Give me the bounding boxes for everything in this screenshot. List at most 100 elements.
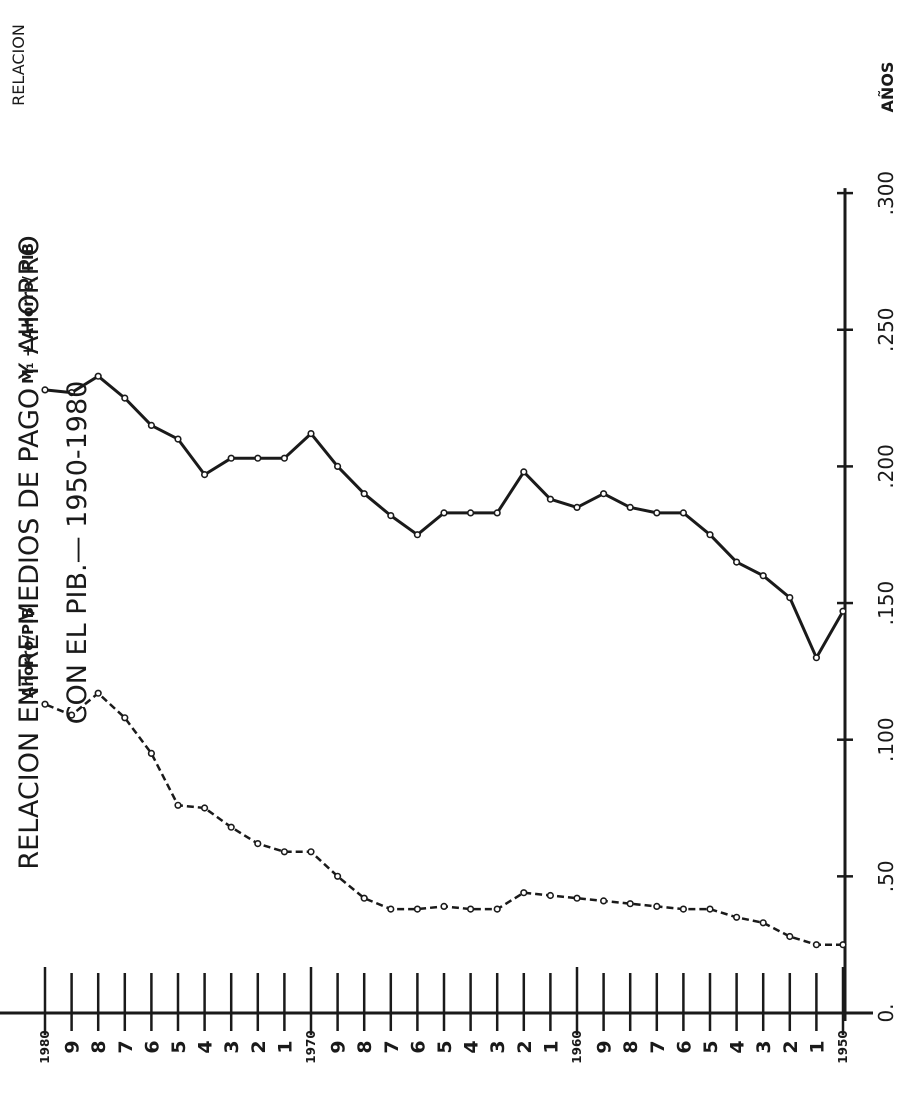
x-tick-label: 1960 — [570, 1030, 584, 1063]
x-tick-label: 3 — [753, 1040, 775, 1053]
y-tick-label: .150 — [874, 581, 898, 626]
data-point — [67, 388, 76, 397]
data-point — [334, 872, 342, 880]
data-point — [387, 511, 395, 520]
data-point — [706, 531, 714, 539]
data-point — [599, 490, 608, 498]
x-tick-label: 7 — [381, 1040, 403, 1053]
data-point — [147, 421, 155, 430]
data-point — [307, 848, 315, 856]
data-point — [280, 454, 289, 462]
data-point — [94, 689, 102, 697]
data-point — [360, 490, 368, 498]
data-point — [759, 572, 767, 580]
x-tick-label: 8 — [88, 1040, 110, 1053]
x-tick-label: 5 — [700, 1040, 722, 1053]
y-tick-label: .250 — [874, 307, 898, 352]
x-tick-label: 7 — [115, 1040, 137, 1053]
x-tick-label: 9 — [594, 1040, 616, 1053]
data-point — [147, 749, 155, 757]
data-point — [201, 804, 209, 812]
x-tick-label: 1 — [806, 1040, 828, 1053]
data-point — [67, 711, 76, 719]
x-tick-label: 7 — [647, 1040, 669, 1053]
x-axis-label: AÑOS — [878, 62, 897, 113]
x-tick-label: 1 — [274, 1040, 296, 1053]
data-point — [759, 919, 767, 927]
data-point — [679, 905, 688, 913]
data-point — [174, 801, 182, 809]
data-point — [440, 509, 448, 517]
data-point — [626, 503, 634, 512]
data-point — [467, 905, 475, 913]
data-point — [732, 558, 741, 566]
plot-area: 0..50.100.150.200.250.300 19501234567891… — [0, 24, 898, 1064]
series-label-ahorro: Ahorro/PIB — [19, 607, 37, 698]
x-tick-label: 4 — [461, 1040, 483, 1053]
x-tick-label: 2 — [780, 1040, 802, 1053]
x-tick-label: 1970 — [304, 1030, 318, 1063]
data-point — [546, 891, 555, 900]
data-point — [360, 894, 368, 902]
x-tick-label: 6 — [673, 1040, 695, 1053]
chart-title-line-1: RELACION ENTRE MEDIOS DE PAGO Y AHORRO — [14, 235, 45, 869]
data-point — [493, 905, 501, 913]
x-tick-label: 8 — [354, 1040, 376, 1053]
data-point — [121, 714, 129, 722]
data-point — [41, 386, 49, 394]
x-tick-label: 1950 — [836, 1030, 850, 1063]
x-tick-label: 4 — [727, 1040, 749, 1053]
data-point — [653, 902, 661, 910]
data-point — [121, 394, 129, 402]
x-tick-label: 8 — [620, 1040, 642, 1053]
x-tick-label: 6 — [141, 1040, 163, 1053]
y-tick-label: 0. — [874, 1003, 898, 1022]
data-point — [786, 593, 794, 602]
x-tick-label: 2 — [514, 1040, 536, 1053]
x-tick-label: 1980 — [38, 1030, 52, 1063]
data-point — [280, 848, 289, 856]
y-tick-label: .100 — [874, 717, 898, 762]
data-point — [546, 495, 555, 503]
x-tick-label: 3 — [221, 1040, 243, 1053]
data-point — [706, 905, 714, 913]
data-point — [626, 900, 634, 908]
x-ticks: 1950123456789196012345678919701234567891… — [38, 967, 850, 1064]
data-point — [227, 454, 235, 462]
data-point — [227, 823, 235, 831]
data-point — [41, 700, 49, 708]
data-point — [94, 372, 102, 380]
data-point — [812, 941, 821, 949]
series-line-1 — [44, 374, 845, 660]
x-tick-label: 6 — [407, 1040, 429, 1053]
data-point — [467, 509, 475, 517]
x-tick-label: 1 — [540, 1040, 562, 1053]
x-tick-label: 5 — [434, 1040, 456, 1053]
data-point — [839, 607, 847, 615]
data-point — [653, 509, 661, 517]
data-point — [387, 905, 395, 913]
x-tick-label: 9 — [328, 1040, 350, 1053]
data-point — [679, 509, 688, 517]
data-point — [573, 503, 581, 512]
x-tick-label: 9 — [62, 1040, 84, 1053]
y-tick-label: .300 — [874, 171, 898, 216]
data-point — [839, 941, 847, 949]
x-tick-label: 4 — [195, 1040, 217, 1053]
data-point — [599, 897, 608, 905]
data-point — [573, 894, 581, 902]
data-point — [174, 435, 182, 443]
y-axis-label: RELACION — [9, 24, 28, 106]
data-point — [732, 913, 741, 921]
data-point — [254, 839, 262, 848]
y-tick-label: .200 — [874, 444, 898, 489]
data-point — [812, 654, 821, 662]
data-point — [201, 470, 209, 479]
data-point — [493, 509, 501, 517]
data-point — [307, 429, 315, 438]
series-label-m1-ahorro: M₁ + Ahorro/ PIB — [19, 243, 37, 384]
data-point — [440, 902, 448, 910]
series-group — [41, 372, 847, 949]
data-point — [520, 468, 528, 476]
